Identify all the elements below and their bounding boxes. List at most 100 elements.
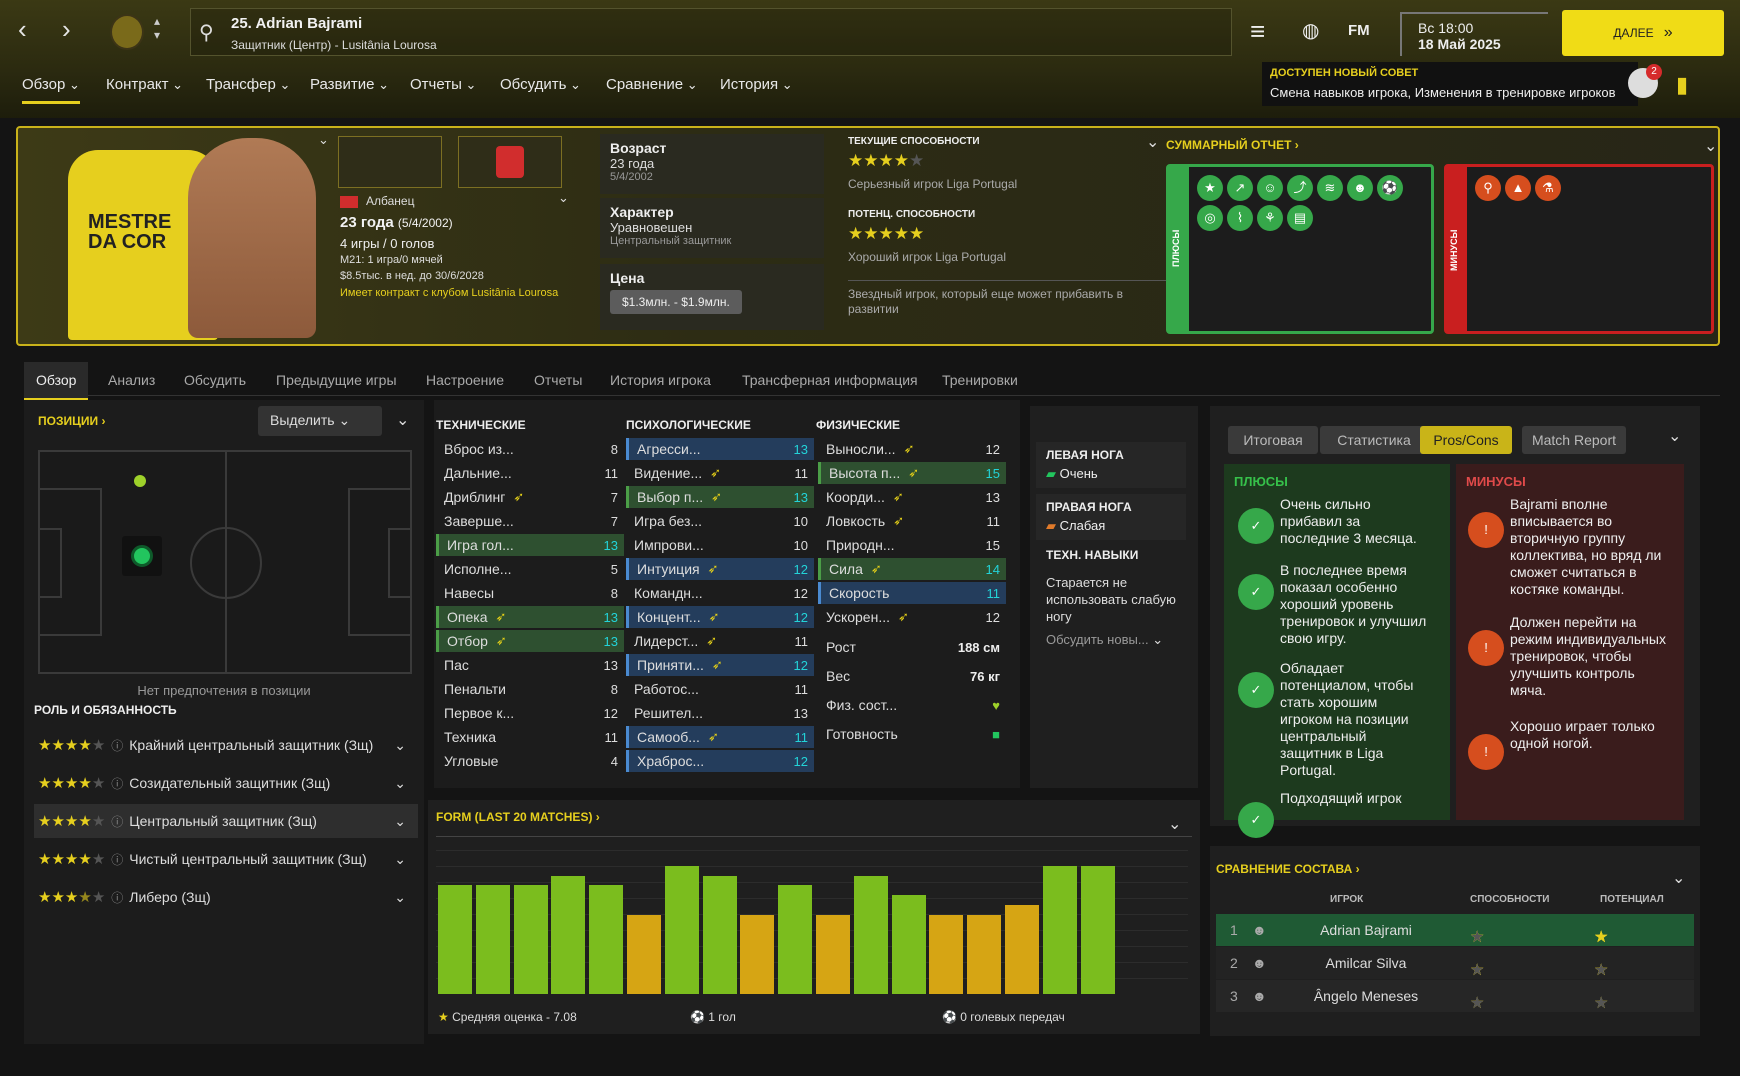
chevron-down-icon[interactable]: ⌄ [394, 774, 406, 791]
attribute-row[interactable]: Скорость 11 [818, 582, 1006, 604]
attribute-row[interactable]: Коорди... ➶ 13 [818, 486, 1006, 508]
attribute-row[interactable]: Командн... 12 [626, 582, 814, 604]
info-icon[interactable]: ⓘ [111, 852, 124, 867]
comparison-link[interactable]: СРАВНЕНИЕ СОСТАВА › [1216, 862, 1360, 876]
attribute-row[interactable]: Опека ➶ 13 [436, 606, 624, 628]
attribute-row[interactable]: Импрови... 10 [626, 534, 814, 556]
cone-icon[interactable]: ▲ [1505, 175, 1531, 201]
role-row[interactable]: ★★★★★ ⓘ Крайний центральный защитник (Зщ) ⌄ [34, 728, 418, 762]
menu-reports[interactable]: Отчеты [410, 76, 476, 93]
attribute-row[interactable]: Игра без... 10 [626, 510, 814, 532]
attribute-row[interactable]: Техника 11 [436, 726, 624, 748]
advice-panel[interactable]: ДОСТУПЕН НОВЫЙ СОВЕТ Смена навыков игрок… [1262, 62, 1662, 106]
attribute-row[interactable]: Пас 13 [436, 654, 624, 676]
attribute-row[interactable]: Исполне... 5 [436, 558, 624, 580]
contract-link[interactable]: Имеет контракт с клубом Lusitânia Louros… [340, 287, 559, 299]
contract-icon[interactable]: ▤ [1287, 205, 1313, 231]
form-bar[interactable] [1005, 905, 1039, 994]
form-bar[interactable] [589, 885, 624, 994]
attribute-row[interactable]: Работос... 11 [626, 678, 814, 700]
info-icon[interactable]: ⓘ [111, 814, 124, 829]
tab-analysis[interactable]: Анализ [108, 372, 156, 388]
tab-discuss[interactable]: Обсудить [184, 372, 246, 388]
bookmark-icon[interactable]: ▮ [1676, 72, 1689, 97]
info-icon[interactable]: ⓘ [111, 738, 124, 753]
form-link[interactable]: FORM (LAST 20 MATCHES) › [436, 810, 600, 824]
form-bar[interactable] [664, 865, 699, 994]
trend-up-icon[interactable]: ↗ [1227, 175, 1253, 201]
chevron-down-icon[interactable]: ⌄ [1672, 870, 1686, 887]
attribute-row[interactable]: Игра гол... 13 [436, 534, 624, 556]
attribute-row[interactable]: Видение... ➶ 11 [626, 462, 814, 484]
secondary-position-dot[interactable] [134, 475, 146, 487]
attribute-row[interactable]: Ловкость ➶ 11 [818, 510, 1006, 532]
positions-link[interactable]: ПОЗИЦИИ › [38, 414, 106, 428]
training-icon[interactable]: ☺ [1257, 175, 1283, 201]
attribute-row[interactable]: Навесы 8 [436, 582, 624, 604]
tab-prev-games[interactable]: Предыдущие игры [276, 372, 397, 388]
mind-icon[interactable]: ☻ [1347, 175, 1373, 201]
chevron-down-icon[interactable]: ⌄ [1168, 816, 1182, 833]
menu-discuss[interactable]: Обсудить [500, 76, 581, 93]
club-badge[interactable] [338, 136, 442, 188]
value-range[interactable]: $1.3млн. - $1.9млн. [610, 290, 742, 314]
chevron-down-icon[interactable]: ⌄ [394, 736, 406, 753]
ball-icon[interactable]: ⚽ [1377, 175, 1403, 201]
form-bar[interactable] [513, 885, 548, 994]
national-badge[interactable] [458, 136, 562, 188]
menu-compare[interactable]: Сравнение [606, 76, 698, 93]
club-logo[interactable] [110, 14, 144, 50]
form-bar[interactable] [967, 915, 1002, 994]
chevron-down-icon[interactable]: ⌄ [394, 888, 406, 905]
main-position-cell[interactable] [122, 536, 162, 576]
fm-logo[interactable]: FM [1348, 22, 1370, 39]
attribute-row[interactable]: Ускорен... ➶ 12 [818, 606, 1006, 628]
highlight-select[interactable]: Выделить ⌄ [258, 406, 382, 436]
role-row[interactable]: ★★★★★ ⓘ Центральный защитник (Зщ) ⌄ [34, 804, 418, 838]
search-bar[interactable]: ⚲ 25. Adrian Bajrami Защитник (Центр) - … [190, 8, 1232, 56]
form-bar[interactable] [778, 885, 813, 994]
role-row[interactable]: ★★★★★ ⓘ Либеро (Зщ) ⌄ [34, 880, 418, 914]
target-icon[interactable]: ◎ [1197, 205, 1223, 231]
attribute-row[interactable]: Пенальти 8 [436, 678, 624, 700]
attribute-row[interactable]: Вброс из... 8 [436, 438, 624, 460]
chevron-down-icon[interactable]: ⌄ [396, 412, 410, 429]
club-switch-icon[interactable]: ▴ ▾ [154, 14, 161, 42]
chevron-down-icon[interactable]: ⌄ [1668, 428, 1682, 445]
attribute-row[interactable]: Решител... 13 [626, 702, 814, 724]
menu-overview[interactable]: Обзор [22, 76, 80, 104]
menu-transfer[interactable]: Трансфер [206, 76, 290, 93]
form-bar[interactable] [551, 875, 586, 994]
form-bar[interactable] [816, 915, 850, 994]
tab-player-history[interactable]: История игрока [610, 372, 711, 388]
menu-development[interactable]: Развитие [310, 76, 389, 93]
boot-icon[interactable]: ⌇ [1227, 205, 1253, 231]
attribute-row[interactable]: Храброс... 12 [626, 750, 814, 772]
tab-summary[interactable]: Итоговая [1228, 426, 1318, 454]
chevron-down-icon[interactable]: ⌄ [394, 850, 406, 867]
date-panel[interactable]: Вс 18:00 18 Май 2025 [1400, 12, 1548, 56]
foot-icon[interactable]: ⚲ [1475, 175, 1501, 201]
attribute-row[interactable]: Приняти... ➶ 12 [626, 654, 814, 676]
form-bar[interactable] [1042, 865, 1077, 994]
form-bar[interactable] [929, 915, 964, 994]
attribute-row[interactable]: Отбор ➶ 13 [436, 630, 624, 652]
attribute-row[interactable]: Выносли... ➶ 12 [818, 438, 1006, 460]
form-bar[interactable] [1080, 865, 1115, 994]
attribute-row[interactable]: Заверше... 7 [436, 510, 624, 532]
attribute-row[interactable]: Интуиция ➶ 12 [626, 558, 814, 580]
attribute-row[interactable]: Самооб... ➶ 11 [626, 726, 814, 748]
attribute-row[interactable]: Угловые 4 [436, 750, 624, 772]
chevron-down-icon[interactable]: ⌄ [1704, 138, 1718, 155]
star-icon[interactable]: ★ [1197, 175, 1223, 201]
menu-history[interactable]: История [720, 76, 793, 93]
form-bar[interactable] [475, 885, 510, 994]
tab-transfer-info[interactable]: Трансферная информация [742, 372, 918, 388]
tab-reports[interactable]: Отчеты [534, 372, 583, 388]
attribute-row[interactable]: Первое к... 12 [436, 702, 624, 724]
globe-icon[interactable]: ◍ [1302, 20, 1320, 42]
chevron-down-icon[interactable]: ⌄ [558, 190, 569, 205]
attribute-row[interactable]: Сила ➶ 14 [818, 558, 1006, 580]
role-row[interactable]: ★★★★★ ⓘ Чистый центральный защитник (Зщ) ⌄ [34, 842, 418, 876]
attribute-row[interactable]: Концент... ➶ 12 [626, 606, 814, 628]
